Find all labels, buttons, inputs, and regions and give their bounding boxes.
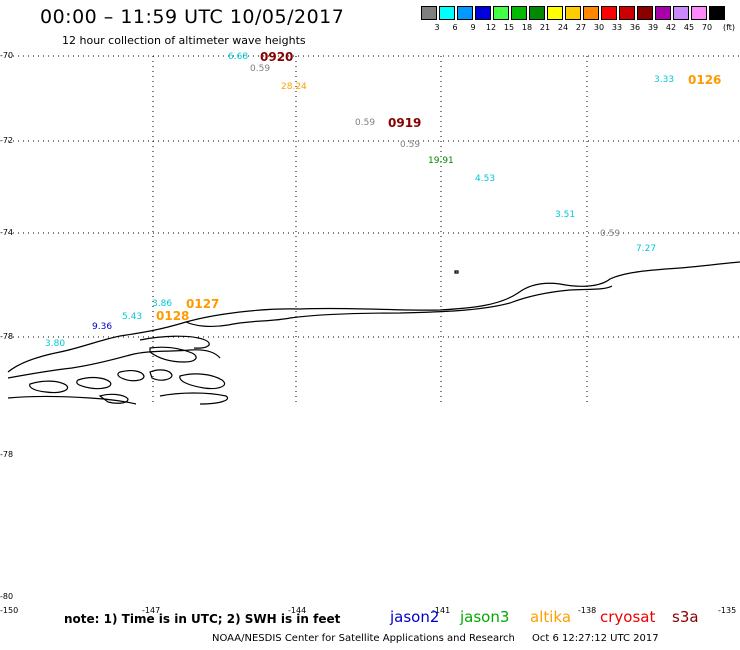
scale-tick-label: 15: [503, 23, 515, 32]
lon-label: -150: [0, 606, 19, 615]
swh-value: 3.80: [45, 339, 66, 349]
pass-time: 0128: [156, 309, 190, 323]
scale-tick-label: 39: [647, 23, 659, 32]
scale-tick-label: 36: [629, 23, 641, 32]
lon-label: -138: [578, 606, 597, 615]
scale-tick-label: 70: [701, 23, 713, 32]
scale-swatch: [421, 6, 437, 20]
swh-value: 3.86: [152, 299, 173, 309]
scale-swatch: [547, 6, 563, 20]
swh-value: 0.59: [355, 118, 376, 128]
scale-tick-label: 24: [557, 23, 569, 32]
credit-text: NOAA/NESDIS Center for Satellite Applica…: [212, 633, 515, 644]
legend-cryosat: cryosat: [600, 608, 656, 626]
lat-label: -78: [0, 332, 14, 341]
swh-value: 0.59: [600, 229, 621, 239]
scale-tick-label: 18: [521, 23, 533, 32]
scale-swatch: [637, 6, 653, 20]
legend-jason2: jason2: [390, 608, 440, 626]
scale-unit: (ft): [722, 23, 736, 32]
swh-value: 3.33: [654, 75, 675, 85]
scale-swatch: [583, 6, 599, 20]
lon-label: -144: [288, 606, 307, 615]
scale-tick-label: 21: [539, 23, 551, 32]
swh-value: 4.53: [475, 174, 496, 184]
swh-value: 3.51: [555, 210, 576, 220]
scale-tick-label: 42: [665, 23, 677, 32]
lat-gridlines: [8, 55, 740, 338]
footer-note: note: 1) Time is in UTC; 2) SWH is in fe…: [64, 612, 341, 626]
scale-swatch: [619, 6, 635, 20]
map-title: 00:00 – 11:59 UTC 10/05/2017: [40, 6, 345, 28]
credit-line: NOAA/NESDIS Center for Satellite Applica…: [212, 633, 659, 644]
generated-timestamp: Oct 6 12:27:12 UTC 2017: [532, 633, 659, 644]
lat-label: -74: [0, 228, 14, 237]
scale-tick-label: 3: [434, 23, 440, 32]
swh-value: 6.68: [228, 52, 249, 62]
scale-swatch: [709, 6, 725, 20]
scale-tick-label: 30: [593, 23, 605, 32]
scale-swatch: [691, 6, 707, 20]
pass-time: 0920: [260, 50, 294, 64]
scale-swatch: [655, 6, 671, 20]
scale-swatch: [475, 6, 491, 20]
scale-swatch: [457, 6, 473, 20]
swh-value: 0.59: [400, 140, 421, 150]
pass-time: 0919: [388, 116, 422, 130]
swh-value: 7.27: [636, 244, 657, 254]
map-subtitle: 12 hour collection of altimeter wave hei…: [62, 34, 306, 47]
lat-label: -80: [0, 592, 14, 601]
scale-tick-label: 33: [611, 23, 623, 32]
scale-swatch: [601, 6, 617, 20]
swh-value: 9.36: [92, 322, 113, 332]
antarctic-coastline: [7, 261, 740, 405]
lon-label: -147: [142, 606, 161, 615]
lon-gridlines: [152, 56, 588, 405]
lat-label: -72: [0, 136, 14, 145]
legend-jason3: jason3: [460, 608, 510, 626]
scale-tick-label: 27: [575, 23, 587, 32]
pass-time: 0126: [688, 73, 722, 87]
swh-value: 19.91: [428, 156, 454, 166]
scale-swatch: [565, 6, 581, 20]
lon-label: -135: [718, 606, 737, 615]
swh-value: 5.43: [122, 312, 143, 322]
scale-tick-label: 9: [470, 23, 476, 32]
scale-swatch: [511, 6, 527, 20]
scale-swatch: [439, 6, 455, 20]
swh-value: 0.59: [250, 64, 271, 74]
legend-s3a: s3a: [672, 608, 699, 626]
scale-tick-label: 6: [452, 23, 458, 32]
legend-altika: altika: [530, 608, 572, 626]
pass-time: 0127: [186, 297, 220, 311]
swh-value: 28.24: [281, 82, 307, 92]
lon-label: -141: [432, 606, 451, 615]
lat-label: -78: [0, 450, 14, 459]
lat-label: -70: [0, 51, 14, 60]
scale-swatch: [529, 6, 545, 20]
scale-tick-label: 45: [683, 23, 695, 32]
scale-tick-label: 12: [485, 23, 497, 32]
scale-swatch: [493, 6, 509, 20]
scale-swatch: [673, 6, 689, 20]
